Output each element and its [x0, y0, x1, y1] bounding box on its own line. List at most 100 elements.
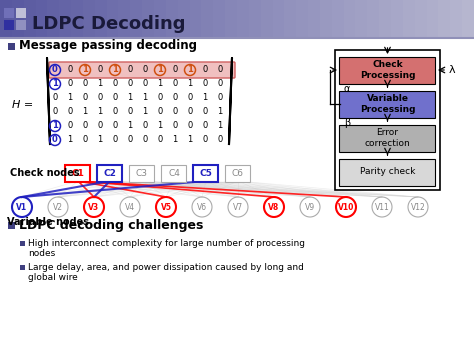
FancyBboxPatch shape — [4, 20, 14, 30]
Text: V8: V8 — [268, 202, 280, 212]
FancyBboxPatch shape — [367, 0, 380, 37]
Text: V9: V9 — [305, 202, 315, 212]
Text: 0: 0 — [157, 108, 163, 116]
FancyBboxPatch shape — [237, 0, 250, 37]
FancyBboxPatch shape — [261, 0, 273, 37]
FancyBboxPatch shape — [339, 125, 436, 152]
Text: 0: 0 — [157, 136, 163, 144]
Text: 0: 0 — [128, 136, 133, 144]
Text: 0: 0 — [67, 108, 73, 116]
Text: 0: 0 — [112, 80, 118, 88]
Text: 0: 0 — [128, 66, 133, 75]
Text: 1: 1 — [67, 136, 73, 144]
Text: V12: V12 — [410, 202, 425, 212]
FancyBboxPatch shape — [427, 0, 439, 37]
FancyBboxPatch shape — [162, 164, 186, 181]
Text: V11: V11 — [374, 202, 389, 212]
Text: 1: 1 — [173, 136, 178, 144]
FancyBboxPatch shape — [4, 8, 14, 18]
Text: Large delay, area, and power dissipation caused by long and: Large delay, area, and power dissipation… — [28, 262, 304, 272]
Text: 0: 0 — [82, 93, 88, 103]
FancyBboxPatch shape — [0, 37, 474, 355]
FancyBboxPatch shape — [339, 91, 436, 118]
FancyBboxPatch shape — [415, 0, 428, 37]
FancyBboxPatch shape — [71, 0, 84, 37]
Text: 0: 0 — [97, 66, 103, 75]
Text: 1: 1 — [187, 136, 192, 144]
FancyBboxPatch shape — [339, 56, 436, 83]
FancyBboxPatch shape — [166, 0, 179, 37]
Text: 1: 1 — [157, 121, 163, 131]
Text: 0: 0 — [142, 121, 147, 131]
FancyBboxPatch shape — [178, 0, 191, 37]
FancyBboxPatch shape — [59, 0, 72, 37]
FancyBboxPatch shape — [16, 8, 26, 18]
Text: Check nodes: Check nodes — [10, 168, 80, 178]
FancyBboxPatch shape — [0, 0, 13, 37]
Text: 0: 0 — [67, 66, 73, 75]
Text: 1: 1 — [97, 136, 103, 144]
Text: 0: 0 — [67, 80, 73, 88]
Text: 0: 0 — [82, 80, 88, 88]
Text: 1: 1 — [52, 121, 58, 131]
Text: LDPC decoding challenges: LDPC decoding challenges — [19, 218, 203, 231]
Text: C6: C6 — [232, 169, 244, 178]
FancyBboxPatch shape — [213, 0, 226, 37]
Text: 1: 1 — [142, 108, 147, 116]
Text: 0: 0 — [112, 121, 118, 131]
FancyBboxPatch shape — [98, 164, 122, 181]
Text: 0: 0 — [202, 108, 208, 116]
Text: 0: 0 — [142, 66, 147, 75]
Text: 0: 0 — [187, 108, 192, 116]
FancyBboxPatch shape — [8, 222, 15, 229]
FancyBboxPatch shape — [249, 0, 262, 37]
Text: 1: 1 — [218, 121, 223, 131]
Text: V6: V6 — [197, 202, 207, 212]
FancyBboxPatch shape — [36, 0, 48, 37]
Text: 1: 1 — [128, 93, 133, 103]
Text: 0: 0 — [82, 136, 88, 144]
Text: 1: 1 — [142, 93, 147, 103]
Text: V1: V1 — [17, 202, 27, 212]
Text: 0: 0 — [142, 80, 147, 88]
FancyBboxPatch shape — [130, 0, 143, 37]
Text: V5: V5 — [161, 202, 172, 212]
Text: V4: V4 — [125, 202, 135, 212]
Text: 0: 0 — [173, 66, 178, 75]
Text: 0: 0 — [173, 93, 178, 103]
Text: C4: C4 — [168, 169, 180, 178]
FancyBboxPatch shape — [8, 43, 15, 50]
Text: 1: 1 — [67, 93, 73, 103]
Text: V3: V3 — [89, 202, 100, 212]
Text: LDPC Decoding: LDPC Decoding — [32, 15, 185, 33]
FancyBboxPatch shape — [142, 0, 155, 37]
Text: λ: λ — [449, 65, 456, 75]
FancyBboxPatch shape — [129, 164, 155, 181]
Text: 1: 1 — [187, 66, 193, 75]
Text: 0: 0 — [218, 136, 223, 144]
FancyBboxPatch shape — [379, 0, 392, 37]
Text: 0: 0 — [202, 66, 208, 75]
Text: 1: 1 — [52, 80, 58, 88]
FancyBboxPatch shape — [284, 0, 297, 37]
FancyBboxPatch shape — [24, 0, 36, 37]
Text: 0: 0 — [173, 121, 178, 131]
Text: 0: 0 — [82, 121, 88, 131]
Text: 0: 0 — [52, 136, 58, 144]
Text: 0: 0 — [112, 136, 118, 144]
Text: 1: 1 — [187, 80, 192, 88]
Text: 1: 1 — [202, 93, 208, 103]
Text: 0: 0 — [112, 108, 118, 116]
Text: 1: 1 — [82, 66, 88, 75]
Text: α: α — [344, 84, 350, 94]
FancyBboxPatch shape — [12, 0, 25, 37]
Text: 0: 0 — [97, 93, 103, 103]
Text: 0: 0 — [187, 121, 192, 131]
Text: 1: 1 — [128, 121, 133, 131]
Text: V10: V10 — [338, 202, 354, 212]
Text: 1: 1 — [112, 66, 118, 75]
Text: C2: C2 — [103, 169, 117, 178]
Text: 0: 0 — [142, 136, 147, 144]
FancyBboxPatch shape — [190, 0, 202, 37]
FancyBboxPatch shape — [308, 0, 321, 37]
